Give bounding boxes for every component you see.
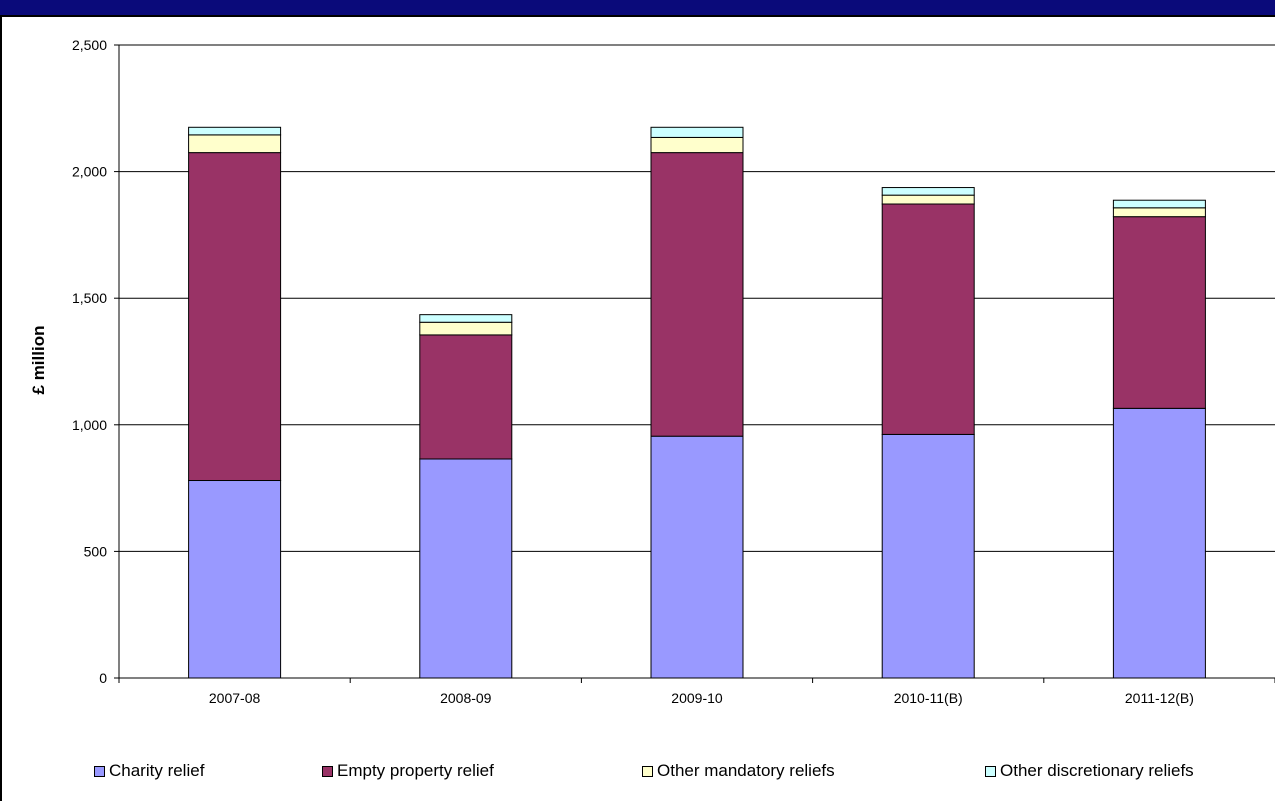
bar-segment-charity-relief bbox=[419, 458, 513, 679]
tick-labels: 0 500 1,000 1,500 2,000 2,500 2007-08 2008-09 20… bbox=[72, 37, 1194, 706]
bar-segment-empty-property-relief bbox=[881, 203, 975, 435]
legend-swatch bbox=[322, 765, 333, 777]
legend-item: Other discretionary reliefs bbox=[985, 761, 1194, 781]
bar-segment-other-mandatory-reliefs bbox=[188, 134, 282, 154]
bar-segment-empty-property-relief bbox=[650, 152, 744, 437]
y-tick-label: 2,000 bbox=[72, 164, 107, 180]
y-tick-label: 1,000 bbox=[72, 417, 107, 433]
y-axis-label: £ million bbox=[29, 326, 48, 395]
x-tick-label: 2010-11(B) bbox=[894, 690, 963, 706]
bar-segment-empty-property-relief bbox=[419, 334, 513, 460]
bar-segment-charity-relief bbox=[881, 433, 975, 679]
bar-segment-empty-property-relief bbox=[188, 152, 282, 482]
legend-swatch bbox=[985, 765, 996, 777]
bar-segment-charity-relief bbox=[650, 435, 744, 679]
legend-swatch bbox=[642, 765, 653, 777]
bar-segment-other-discretionary-reliefs bbox=[650, 126, 744, 138]
bars bbox=[188, 126, 1206, 679]
bar-segment-other-mandatory-reliefs bbox=[650, 136, 744, 154]
stacked-bar-chart: 0 500 1,000 1,500 2,000 2,500 2007-08 2008-09 20… bbox=[29, 37, 1275, 706]
bar-segment-other-mandatory-reliefs bbox=[881, 194, 975, 205]
y-tick-label: 0 bbox=[99, 670, 107, 686]
legend-item: Charity relief bbox=[94, 761, 204, 781]
legend-label: Empty property relief bbox=[337, 761, 494, 780]
legend-item: Empty property relief bbox=[322, 761, 494, 781]
y-tick-label: 2,500 bbox=[72, 37, 107, 53]
bar-segment-other-mandatory-reliefs bbox=[419, 321, 513, 336]
legend-swatch bbox=[94, 765, 105, 777]
x-tick-label: 2007-08 bbox=[209, 690, 261, 706]
bar-segment-other-discretionary-reliefs bbox=[188, 126, 282, 136]
x-tick-label: 2009-10 bbox=[671, 690, 723, 706]
legend-label: Charity relief bbox=[109, 761, 205, 780]
y-tick-label: 500 bbox=[84, 543, 108, 559]
bar-segment-other-discretionary-reliefs bbox=[881, 187, 975, 196]
bar-segment-other-discretionary-reliefs bbox=[419, 314, 513, 323]
x-tick-label: 2011-12(B) bbox=[1125, 690, 1194, 706]
x-tick-label: 2008-09 bbox=[440, 690, 492, 706]
title-bar bbox=[0, 0, 1275, 17]
bar-segment-charity-relief bbox=[1112, 407, 1206, 679]
bar-segment-empty-property-relief bbox=[1112, 216, 1206, 409]
legend-label: Other mandatory reliefs bbox=[657, 761, 835, 780]
legend-item: Other mandatory reliefs bbox=[642, 761, 835, 781]
bar-segment-other-mandatory-reliefs bbox=[1112, 207, 1206, 218]
chart-frame: 0 500 1,000 1,500 2,000 2,500 2007-08 2008-09 20… bbox=[0, 17, 1275, 801]
axes bbox=[114, 44, 1275, 683]
bar-segment-charity-relief bbox=[188, 480, 282, 679]
legend-label: Other discretionary reliefs bbox=[1000, 761, 1194, 780]
y-tick-label: 1,500 bbox=[72, 290, 107, 306]
bar-segment-other-discretionary-reliefs bbox=[1112, 199, 1206, 209]
